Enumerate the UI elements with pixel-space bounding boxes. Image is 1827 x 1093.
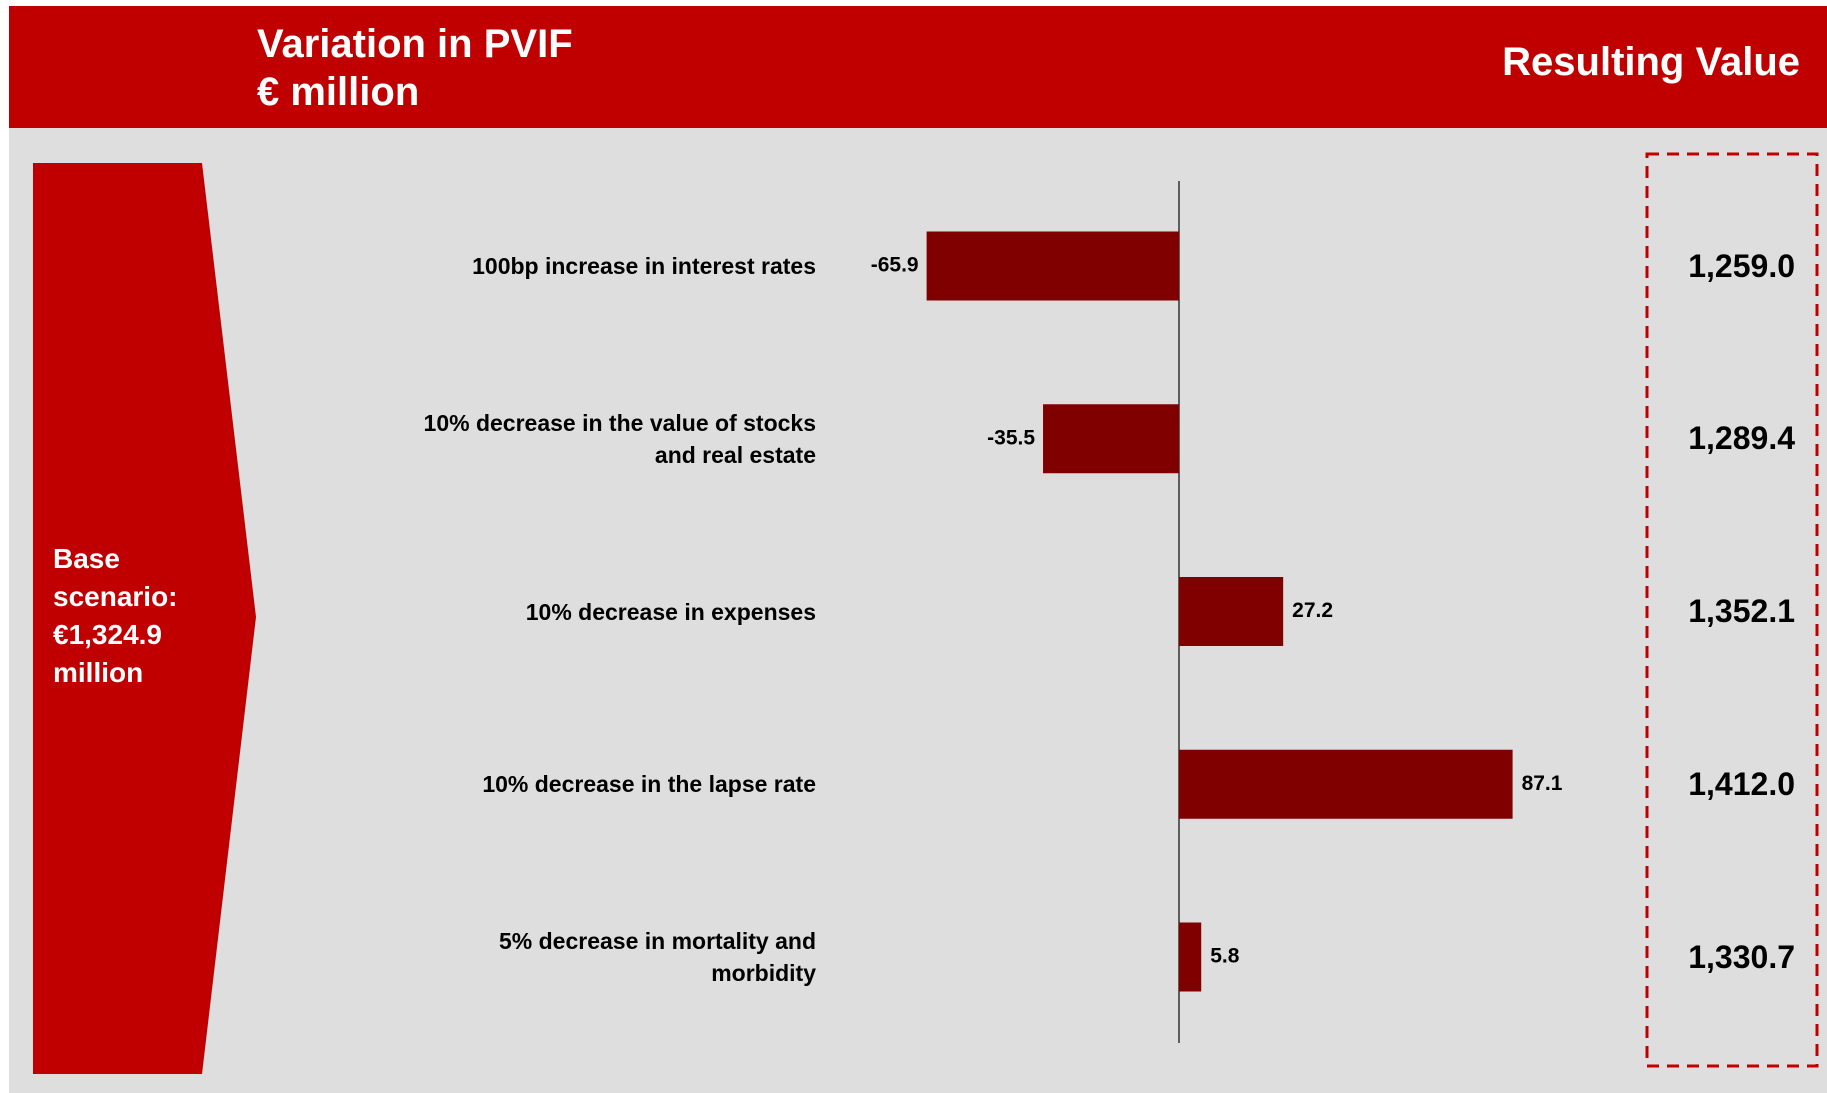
- background: [9, 128, 1827, 1093]
- chart-subtitle: € million: [257, 70, 420, 114]
- resulting-value: 1,352.1: [1688, 593, 1795, 629]
- value-label: 27.2: [1292, 599, 1333, 622]
- category-label: 10% decrease in the lapse rate: [482, 771, 816, 798]
- resulting-value: 1,330.7: [1688, 938, 1795, 975]
- title-block: Variation in PVIF € million: [257, 20, 573, 116]
- category-label: 5% decrease in mortality and morbidity: [498, 928, 816, 986]
- result-box: [1645, 152, 1819, 1068]
- value-label: 87.1: [1522, 772, 1563, 795]
- base-note: Base scenario: €1,324.9 million: [53, 543, 178, 688]
- value-label: 5.8: [1210, 945, 1240, 968]
- resulting-value: 1,259.0: [1688, 247, 1795, 284]
- value-label: -65.9: [871, 254, 919, 277]
- chart-title: Variation in PVIF: [257, 22, 573, 66]
- resulting-value: 1,412.0: [1688, 765, 1795, 802]
- value-label: -35.5: [987, 426, 1035, 449]
- header-band: [9, 6, 1827, 128]
- bar: [1179, 577, 1284, 646]
- resulting-value: 1,289.4: [1688, 420, 1795, 457]
- base-arrow: [33, 163, 256, 1074]
- bar: [1043, 404, 1179, 474]
- category-label: 10% decrease in the value of stocks and …: [423, 409, 816, 468]
- bar: [1179, 922, 1202, 992]
- bar: [926, 231, 1179, 301]
- category-label: 10% decrease in expenses: [525, 598, 816, 625]
- category-label: 100bp increase in interest rates: [472, 253, 816, 279]
- bar: [1179, 749, 1513, 819]
- right-header: Resulting Value: [1502, 40, 1800, 84]
